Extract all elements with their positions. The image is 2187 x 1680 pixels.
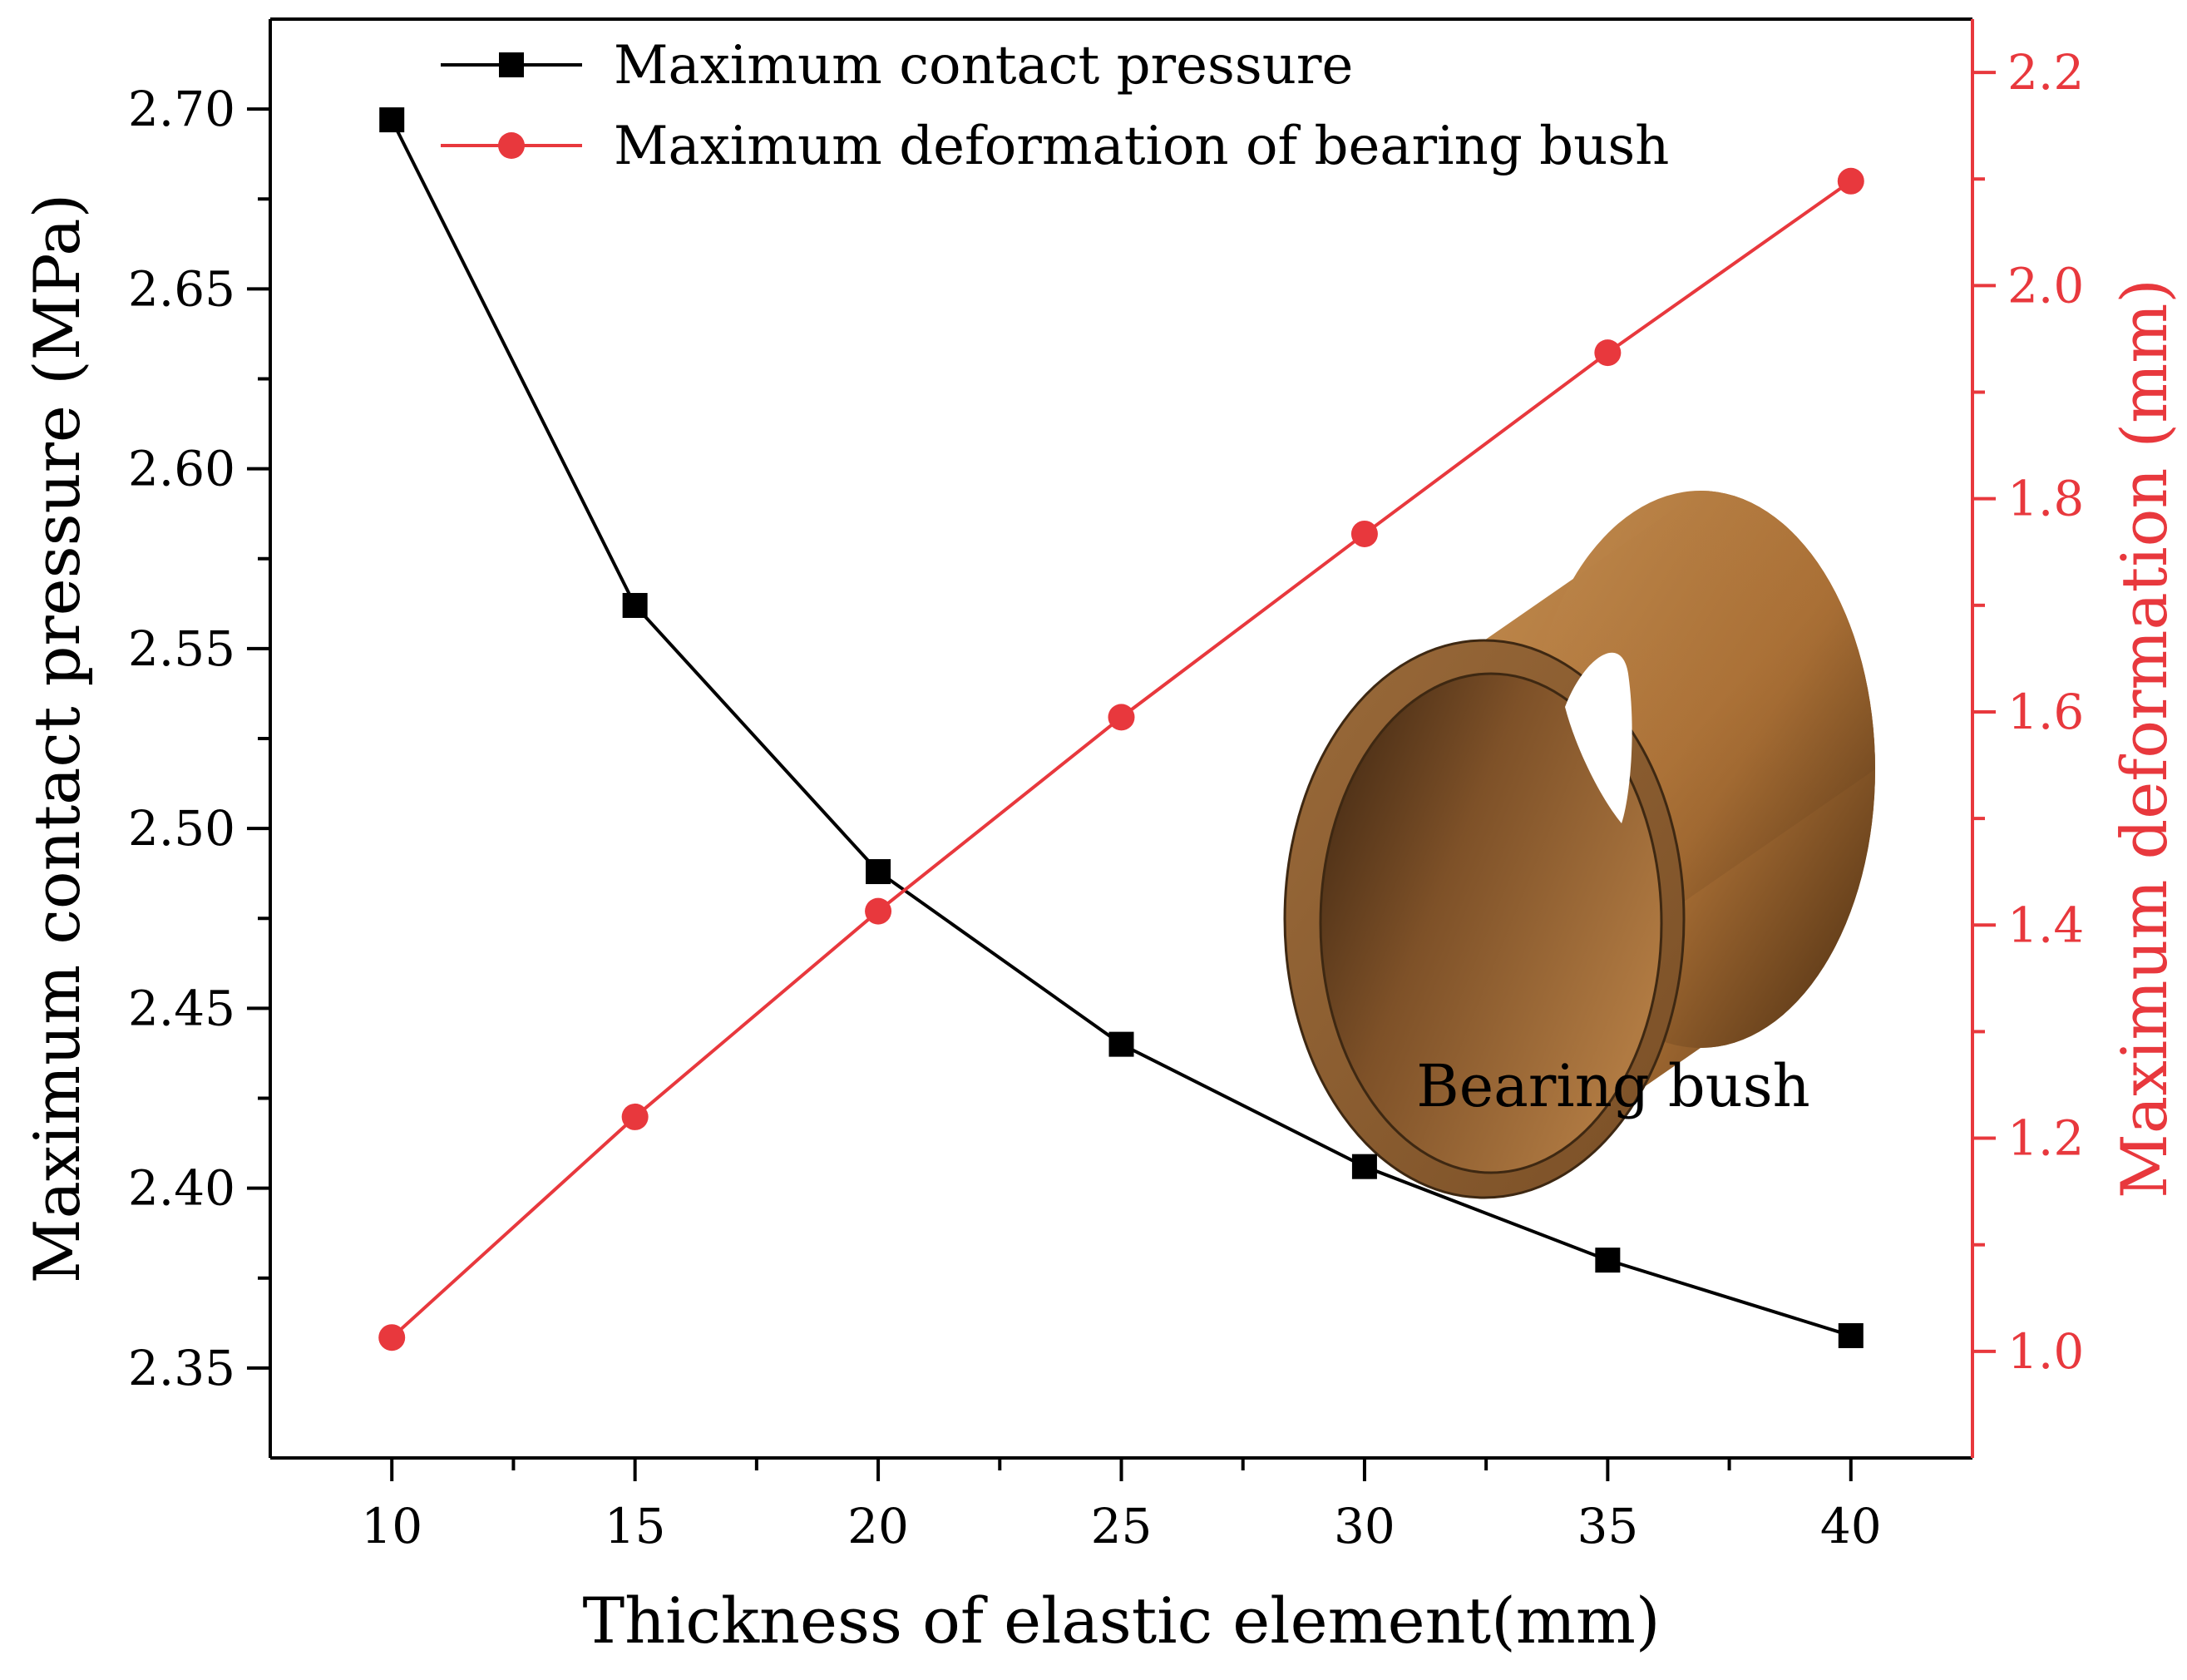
legend-label-2: Maximum deformation of bearing bush <box>614 116 1669 177</box>
deformation-point <box>621 1103 649 1130</box>
legend: Maximum contact pressure Maximum deformat… <box>441 35 1669 177</box>
deformation-point <box>865 897 892 925</box>
pressure-point <box>1108 1031 1134 1057</box>
y-tick-label: 2.50 <box>128 800 235 857</box>
deformation-point <box>1837 167 1864 195</box>
y2-tick-label: 1.0 <box>2007 1323 2084 1380</box>
y-tick-label: 2.60 <box>128 441 235 497</box>
x-axis-title: Thickness of elastic element(mm) <box>582 1584 1660 1658</box>
y-axis-title: Maximum contact pressure (MPa) <box>20 194 94 1283</box>
legend-circle-marker <box>498 132 525 159</box>
bearing-bush-label: Bearing bush <box>1416 1052 1810 1120</box>
x-tick-label: 15 <box>605 1498 666 1554</box>
x-tick-label: 35 <box>1577 1498 1638 1554</box>
pressure-point <box>1838 1322 1864 1348</box>
x-tick-label: 40 <box>1820 1498 1882 1554</box>
y2-tick-label: 1.8 <box>2007 471 2084 527</box>
legend-label-1: Maximum contact pressure <box>614 35 1353 96</box>
x-tick-label: 25 <box>1091 1498 1153 1554</box>
pressure-point <box>379 107 405 133</box>
axes: 10 15 20 25 30 35 40 2.35 2.40 2.45 2.50 2.55 2.60 2.… <box>20 17 2181 1658</box>
deformation-point <box>1108 704 1135 731</box>
y-tick-label: 2.65 <box>128 260 235 317</box>
y2-tick-label: 2.2 <box>2007 44 2084 101</box>
y2-tick-label: 1.4 <box>2007 897 2084 953</box>
pressure-point <box>1351 1154 1377 1179</box>
y-tick-label: 2.55 <box>128 620 235 677</box>
x-tick-label: 10 <box>361 1498 422 1554</box>
series-layer <box>378 107 1864 1351</box>
legend-square-marker <box>499 52 524 77</box>
x-tick-label: 20 <box>847 1498 909 1554</box>
y-tick-label: 2.40 <box>128 1160 235 1217</box>
deformation-point <box>378 1324 406 1351</box>
bearing-bush-image <box>1283 491 1875 1199</box>
deformation-point <box>1350 520 1378 547</box>
pressure-point <box>622 592 648 618</box>
y-tick-label: 2.45 <box>128 980 235 1036</box>
y2-axis-title: Maximum deformation (mm) <box>2107 279 2181 1198</box>
y2-tick-label: 1.2 <box>2007 1110 2084 1167</box>
y2-tick-label: 2.0 <box>2007 257 2084 314</box>
x-tick-label: 30 <box>1334 1498 1395 1554</box>
y2-tick-label: 1.6 <box>2007 684 2084 740</box>
y-tick-label: 2.70 <box>128 81 235 137</box>
deformation-point <box>1594 339 1622 367</box>
pressure-point <box>866 859 891 885</box>
pressure-point <box>1595 1248 1621 1273</box>
y-tick-label: 2.35 <box>128 1340 235 1396</box>
